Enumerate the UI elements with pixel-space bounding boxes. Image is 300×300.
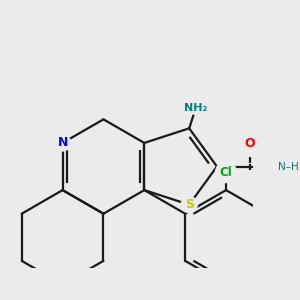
- Text: Cl: Cl: [220, 166, 232, 179]
- Circle shape: [55, 135, 70, 151]
- Circle shape: [216, 162, 236, 183]
- Text: S: S: [185, 198, 194, 211]
- Text: N–H: N–H: [278, 161, 299, 172]
- Circle shape: [181, 197, 197, 213]
- Text: O: O: [244, 137, 255, 150]
- Text: N: N: [57, 136, 68, 149]
- Text: NH₂: NH₂: [184, 103, 207, 113]
